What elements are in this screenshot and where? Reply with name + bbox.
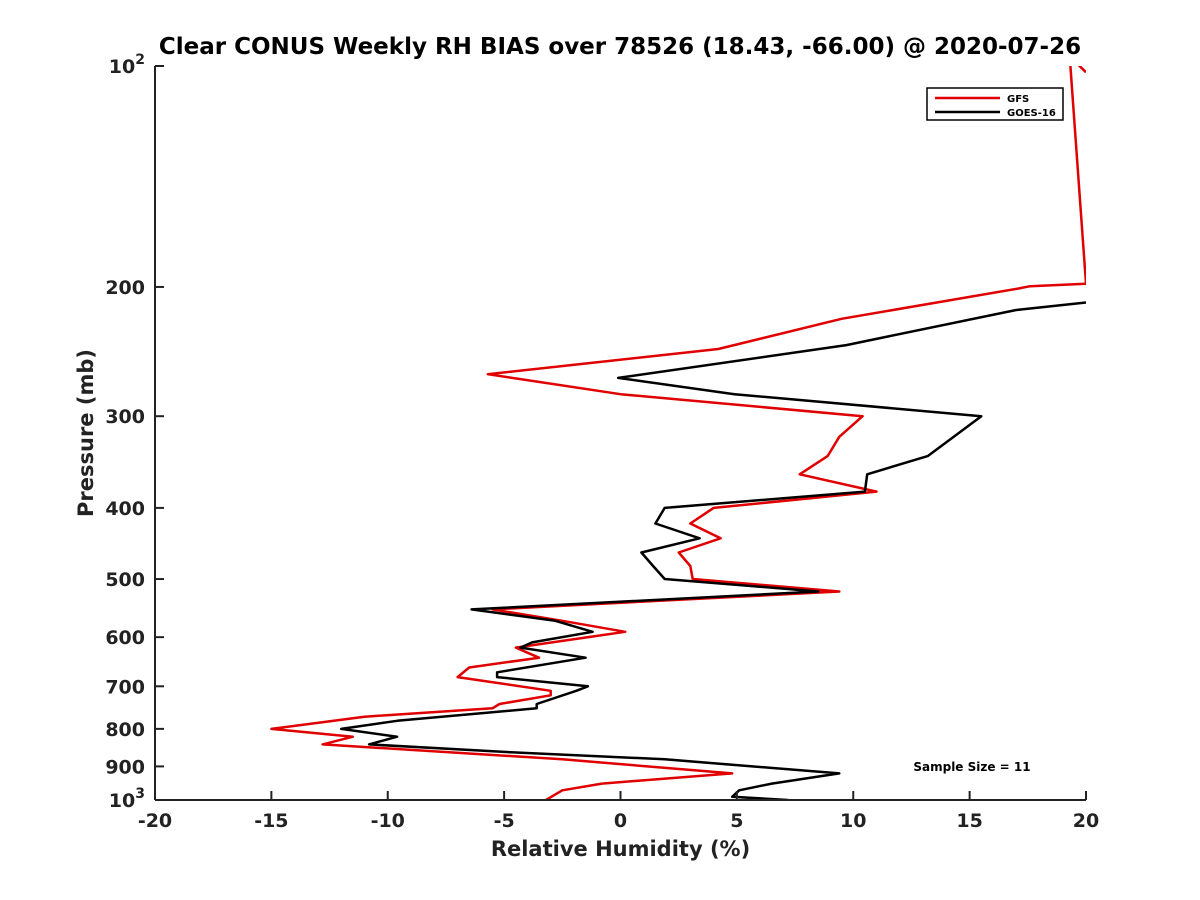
axes: -20 -15 -10 -5 0 5 10 15 20 102 200 300 400 500 600 700… [74,52,1099,861]
y-tick-label: 800 [105,719,145,741]
y-axis-label: Pressure (mb) [74,349,98,517]
x-tick-label: 15 [956,810,982,832]
x-tick-label: -5 [494,810,515,832]
x-axis-label: Relative Humidity (%) [491,837,750,861]
x-tick-label: -20 [138,810,172,832]
sample-size-annotation: Sample Size = 11 [913,760,1030,774]
y-tick-label: 500 [105,569,145,591]
x-tick-label: -10 [371,810,405,832]
legend: GFS GOES-16 [926,87,1064,121]
legend-box [926,87,1064,121]
y-tick-label: 900 [105,756,145,778]
x-tick-label: -15 [254,810,288,832]
series-line-goes-16 [339,301,1086,800]
y-tick-label: 700 [105,676,145,698]
y-tick-label: 300 [105,406,145,428]
legend-label: GOES-16 [1007,108,1056,119]
x-tick-label: 0 [614,810,627,832]
y-tick-label: 400 [105,498,145,520]
y-tick-label: 103 [109,786,145,812]
x-tick-label: 5 [730,810,743,832]
chart-title: Clear CONUS Weekly RH BIAS over 78526 (1… [159,34,1081,60]
y-tick-label: 200 [105,277,145,299]
y-tick-label: 102 [109,52,145,78]
legend-label: GFS [1007,94,1029,105]
x-tick-label: 10 [840,810,866,832]
x-tick-label: 20 [1073,810,1099,832]
y-tick-label: 600 [105,627,145,649]
series-line-gfs [270,66,1086,800]
